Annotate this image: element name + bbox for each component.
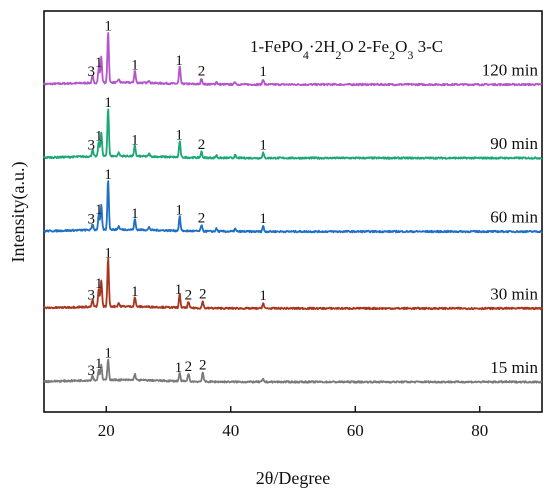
peak-label-30-min-2: 1 — [104, 245, 112, 261]
x-tick-label-40: 40 — [222, 421, 239, 440]
peak-label-120-min-4: 1 — [175, 53, 183, 69]
legend-part-4: O 2-Fe — [341, 37, 389, 56]
y-axis-label: Intensity(a.u.) — [8, 162, 29, 263]
peak-label-30-min-5: 2 — [185, 287, 193, 303]
peak-label-30-min-3: 1 — [131, 284, 139, 300]
legend-part-6: O — [395, 37, 407, 56]
legend-part-0: 1-FePO — [250, 37, 303, 56]
peak-label-120-min-2: 1 — [104, 19, 112, 35]
series-label-15-min: 15 min — [490, 358, 538, 377]
series-label-90-min: 90 min — [490, 134, 538, 153]
phase-legend: 1-FePO4·2H2O 2-Fe2O3 3-C — [250, 37, 443, 62]
series-label-30-min: 30 min — [490, 284, 538, 303]
peak-label-60-min-0: 3 — [88, 211, 96, 227]
peak-label-30-min-1: 1 — [95, 276, 103, 292]
x-tick-label-20: 20 — [98, 421, 115, 440]
peak-label-120-min-6: 1 — [259, 64, 267, 80]
x-tick-label-80: 80 — [471, 421, 488, 440]
peak-label-15-min-5: 2 — [199, 358, 207, 374]
series-line-120-min — [43, 32, 543, 87]
series-line-90-min — [43, 108, 543, 160]
peak-label-90-min-3: 1 — [131, 132, 139, 148]
series-line-60-min — [43, 180, 543, 234]
peak-label-15-min-2: 1 — [104, 346, 112, 362]
x-tick-label-60: 60 — [347, 421, 364, 440]
peak-label-90-min-0: 3 — [88, 137, 96, 153]
plot-frame — [43, 10, 543, 413]
peak-label-15-min-3: 1 — [175, 360, 183, 376]
peak-label-30-min-4: 1 — [175, 282, 183, 298]
legend-part-8: 3-C — [413, 37, 443, 56]
legend-part-2: ·2H — [309, 37, 335, 56]
series-label-60-min: 60 min — [490, 208, 538, 227]
peak-label-90-min-5: 2 — [198, 137, 206, 153]
peak-label-15-min-4: 2 — [185, 359, 193, 375]
peak-label-120-min-5: 2 — [198, 64, 206, 80]
x-axis-label: 2θ/Degree — [256, 468, 331, 488]
peak-label-60-min-6: 1 — [259, 211, 267, 227]
legend-part-1: 4 — [303, 48, 309, 62]
peak-label-90-min-4: 1 — [175, 128, 183, 144]
peak-label-120-min-3: 1 — [131, 57, 139, 73]
peak-label-30-min-6: 2 — [199, 287, 207, 303]
peak-label-60-min-4: 1 — [175, 202, 183, 218]
peak-label-60-min-1: 1 — [95, 202, 103, 218]
peak-label-60-min-5: 2 — [198, 211, 206, 227]
peak-label-30-min-7: 1 — [259, 288, 267, 304]
series-line-30-min — [43, 257, 543, 311]
series-label-120-min: 120 min — [482, 61, 539, 80]
peak-label-90-min-6: 1 — [259, 138, 267, 154]
series-layer — [43, 32, 543, 384]
legend-part-7: 3 — [407, 48, 413, 62]
peak-label-120-min-0: 3 — [88, 64, 96, 80]
peak-label-30-min-0: 3 — [88, 288, 96, 304]
peak-label-90-min-2: 1 — [104, 95, 112, 111]
peak-label-120-min-1: 1 — [95, 55, 103, 71]
peak-label-60-min-3: 1 — [131, 206, 139, 222]
peak-label-15-min-0: 3 — [88, 363, 96, 379]
peak-label-60-min-2: 1 — [104, 167, 112, 183]
peak-label-15-min-1: 1 — [95, 356, 103, 372]
x-axis-ticks: 20 40 60 80 — [98, 406, 488, 440]
peak-label-90-min-1: 1 — [95, 128, 103, 144]
legend-part-3: 2 — [335, 48, 341, 62]
legend-part-5: 2 — [389, 48, 395, 62]
series-line-15-min — [43, 358, 543, 384]
